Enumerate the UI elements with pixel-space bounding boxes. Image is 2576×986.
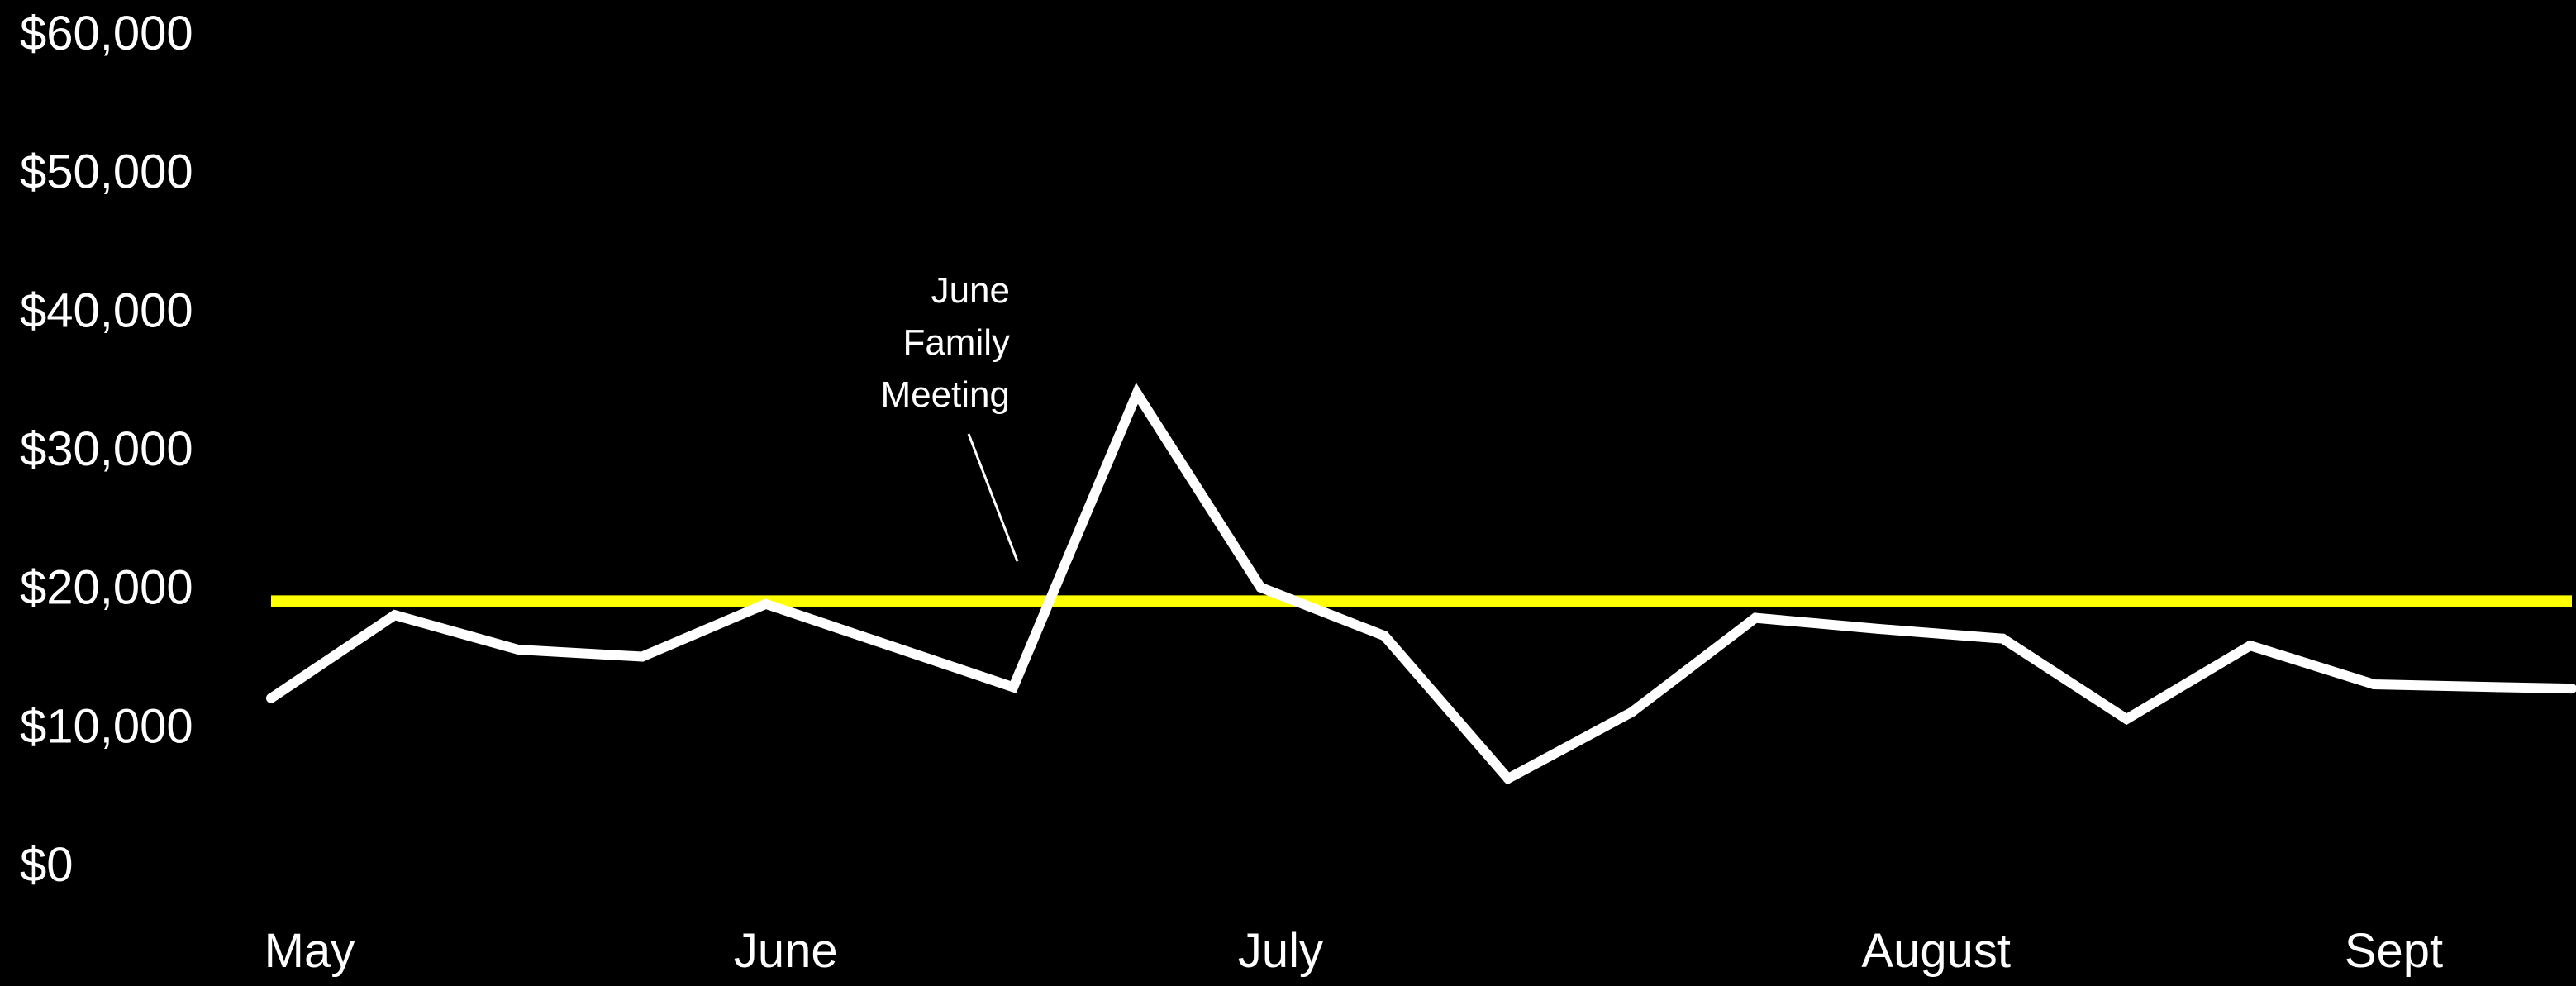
x-tick-label: July xyxy=(1238,924,1323,978)
x-tick-label: June xyxy=(734,924,838,978)
series-point xyxy=(1750,612,1761,623)
y-axis-tick-labels: $0 $10,000 $20,000 $30,000 $40,000 $50,000 $60… xyxy=(20,7,193,892)
annotation-label: June Family Meeting xyxy=(880,270,1010,415)
series-point xyxy=(389,610,400,621)
series-point xyxy=(2567,684,2576,694)
series-points xyxy=(266,388,2576,784)
series-point xyxy=(2245,641,2255,651)
series-point xyxy=(637,651,648,662)
series-point xyxy=(1008,682,1019,693)
series-point xyxy=(2121,713,2132,724)
series-point xyxy=(1997,633,2008,644)
series-point xyxy=(1874,623,1884,634)
series-point xyxy=(513,645,524,655)
series-point xyxy=(760,598,771,609)
annotation-line: Meeting xyxy=(880,374,1010,415)
series-line xyxy=(268,383,2573,785)
series-point xyxy=(1379,631,1390,641)
annotation-line: Family xyxy=(902,322,1010,363)
x-axis-tick-labels: May June July August Sept xyxy=(264,924,2444,978)
series-point xyxy=(266,693,276,703)
series-point xyxy=(1131,388,1142,398)
series-point xyxy=(1626,707,1637,717)
y-tick-label: $60,000 xyxy=(20,7,193,60)
y-tick-label: $30,000 xyxy=(20,422,193,476)
x-tick-label: August xyxy=(1861,924,2011,978)
y-tick-label: $0 xyxy=(20,838,74,892)
annotation-line: June xyxy=(931,270,1010,311)
series-point xyxy=(1502,774,1513,784)
x-tick-label: May xyxy=(264,924,355,978)
x-tick-label: Sept xyxy=(2345,924,2443,978)
series-point xyxy=(2493,682,2503,693)
series-point xyxy=(884,641,895,651)
annotation-leader-line xyxy=(967,433,1019,562)
annotation: June Family Meeting xyxy=(880,270,1019,562)
series-point xyxy=(1255,582,1266,593)
y-tick-label: $40,000 xyxy=(20,283,193,337)
y-tick-label: $20,000 xyxy=(20,561,193,615)
series-point xyxy=(2369,679,2379,690)
y-tick-label: $50,000 xyxy=(20,145,193,199)
y-tick-label: $10,000 xyxy=(20,699,193,753)
